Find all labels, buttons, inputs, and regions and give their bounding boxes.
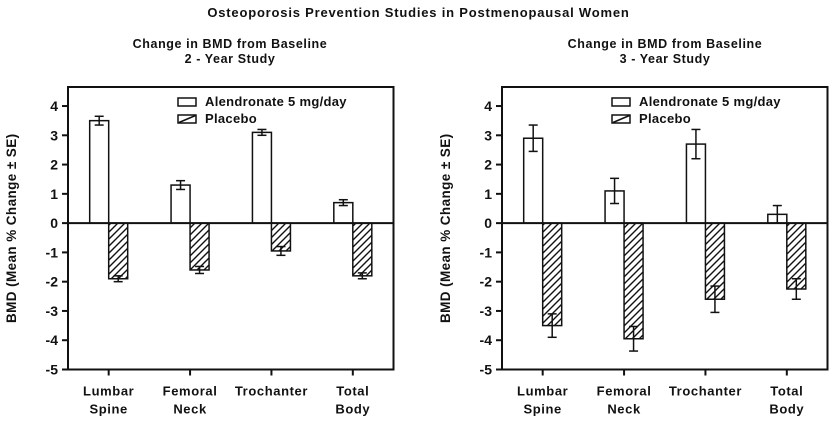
legend-label: Placebo <box>639 111 691 126</box>
y-tick-label: -4 <box>480 332 493 348</box>
category-label: Body <box>335 402 370 417</box>
chart-2-year-study: Change in BMD from Baseline 2 - Year Stu… <box>0 36 418 422</box>
subtitle-line-2: 2 - Year Study <box>184 52 276 66</box>
bars-alendronate <box>522 124 788 224</box>
bar-plot-2-year: 4 3 2 1 0 -1 -2 -3 -4 -5 Lumbar Spine Femoral Neck Tro… <box>4 86 395 417</box>
y-tick-label: 2 <box>484 157 492 173</box>
y-tick-label: -2 <box>46 274 59 290</box>
legend-label: Alendronate 5 mg/day <box>639 94 781 109</box>
legend-swatch-diagonal <box>178 114 196 124</box>
subtitle-line-1: Change in BMD from Baseline <box>132 37 328 51</box>
chart-subtitle-3-year: Change in BMD from Baseline 3 - Year Stu… <box>568 37 763 67</box>
bar <box>88 119 110 224</box>
y-axis-label: BMD (Mean % Change ± SE) <box>4 133 19 323</box>
category-label: Femoral <box>597 384 652 399</box>
y-tick-label: -1 <box>480 244 493 260</box>
y-tick-label: 3 <box>50 127 58 143</box>
category-label: Neck <box>173 402 207 417</box>
y-tick-label: -4 <box>46 332 59 348</box>
bars-alendronate <box>88 115 354 224</box>
category-label: Total <box>770 384 803 399</box>
y-tick-label: -1 <box>46 244 59 260</box>
category-label: Lumbar <box>517 384 568 399</box>
x-axis: Lumbar Spine Femoral Neck Trochanter Total Bod… <box>83 369 370 417</box>
y-axis-label: BMD (Mean % Change ± SE) <box>438 133 453 323</box>
bar <box>623 222 644 340</box>
category-label: Neck <box>607 402 641 417</box>
category-label: Trochanter <box>669 384 742 399</box>
category-label: Spine <box>89 402 127 417</box>
bar <box>251 131 273 224</box>
category-label: Trochanter <box>235 384 308 399</box>
y-tick-label: 2 <box>50 157 58 173</box>
y-axis: 4 3 2 1 0 -1 -2 -3 -4 -5 <box>46 98 68 378</box>
y-tick-label: 3 <box>484 127 492 143</box>
plot-frame <box>67 86 395 371</box>
y-axis: 4 3 2 1 0 -1 -2 -3 -4 -5 <box>480 98 502 378</box>
y-tick-label: -3 <box>480 303 493 319</box>
legend-label: Alendronate 5 mg/day <box>205 94 347 109</box>
plot-frame <box>501 86 829 371</box>
bar <box>170 184 191 224</box>
y-tick-label: 4 <box>50 98 58 114</box>
bar-plot-3-year: 4 3 2 1 0 -1 -2 -3 -4 -5 Lumbar Spine Femoral Neck Tro… <box>438 86 829 417</box>
bar <box>107 222 129 280</box>
chart-subtitle-2-year: Change in BMD from Baseline 2 - Year Stu… <box>133 37 328 67</box>
y-tick-label: -3 <box>46 303 59 319</box>
y-tick-label: 1 <box>484 186 492 202</box>
bars-placebo <box>107 222 373 283</box>
y-tick-label: -5 <box>46 362 59 378</box>
subtitle-line-1: Change in BMD from Baseline <box>567 37 763 51</box>
bar <box>189 222 210 271</box>
legend-label: Placebo <box>205 111 257 126</box>
category-label: Lumbar <box>83 384 134 399</box>
category-label: Spine <box>523 402 561 417</box>
subtitle-line-2: 3 - Year Study <box>619 52 711 66</box>
y-tick-label: 0 <box>50 215 58 231</box>
figure-title: Osteoporosis Prevention Studies in Postm… <box>207 5 630 20</box>
x-axis: Lumbar Spine Femoral Neck Trochanter Total Bod… <box>517 369 804 417</box>
chart-3-year-study: Change in BMD from Baseline 3 - Year Stu… <box>419 36 837 422</box>
legend-swatch-open <box>611 97 631 107</box>
bars-placebo <box>541 222 807 352</box>
y-tick-label: 1 <box>50 186 58 202</box>
category-label: Femoral <box>163 384 218 399</box>
bar <box>541 222 563 327</box>
legend-swatch-diagonal <box>612 114 630 124</box>
legend: Alendronate 5 mg/day Placebo <box>611 94 781 126</box>
category-label: Body <box>769 402 804 417</box>
y-tick-label: -2 <box>480 274 493 290</box>
y-tick-label: -5 <box>480 362 493 378</box>
category-label: Total <box>336 384 369 399</box>
y-tick-label: 0 <box>484 215 492 231</box>
y-tick-label: 4 <box>484 98 492 114</box>
legend: Alendronate 5 mg/day Placebo <box>177 94 347 126</box>
legend-swatch-open <box>177 97 197 107</box>
bar <box>352 222 373 277</box>
